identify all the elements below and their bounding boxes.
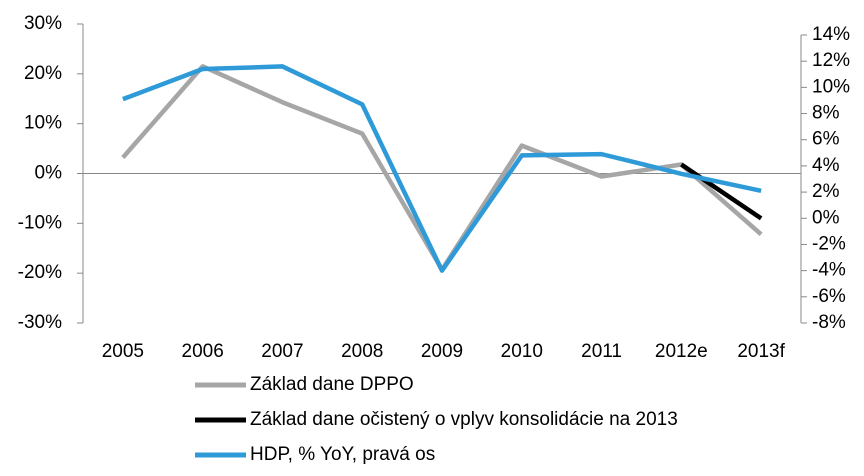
y-tick-label: 20% [24,63,62,84]
y2-tick-label: -6% [812,286,846,307]
x-tick-label: 2010 [501,341,543,362]
y-tick-label: -10% [18,212,62,233]
y2-tick-label: 2% [812,181,840,202]
y-tick-label: 30% [24,13,62,34]
y2-tick-label: 10% [812,76,850,97]
y-tick-label: -20% [18,262,62,283]
y2-tick-label: 8% [812,103,840,124]
legend-label: Základ dane očistený o vplyv konsolidáci… [250,409,678,430]
line-series [122,64,762,273]
y2-tick-label: -8% [812,312,846,333]
x-tick-label: 2005 [102,341,144,362]
legend-label: HDP, % YoY, pravá os [250,444,435,465]
x-tick-label: 2013f [737,341,785,362]
y2-tick-label: 4% [812,155,840,176]
y2-tick-label: -2% [812,233,846,254]
y2-tick-label: 12% [812,50,850,71]
y2-tick-label: 14% [812,24,850,45]
line-series [680,162,763,221]
x-tick-label: 2011 [581,341,622,362]
x-tick-label: 2007 [261,341,303,362]
x-tick-label: 2008 [341,341,383,362]
y2-tick-label: 0% [812,207,840,228]
legend-label: Základ dane DPPO [250,374,414,395]
x-tick-label: 2009 [421,341,463,362]
y2-tick-label: -4% [812,260,846,281]
x-tick-label: 2006 [182,341,224,362]
y-tick-label: 10% [24,113,62,134]
x-tick-label: 2012e [655,341,708,362]
y-tick-label: 0% [35,163,63,184]
y-tick-label: -30% [18,312,62,333]
y2-tick-label: 6% [812,129,840,150]
